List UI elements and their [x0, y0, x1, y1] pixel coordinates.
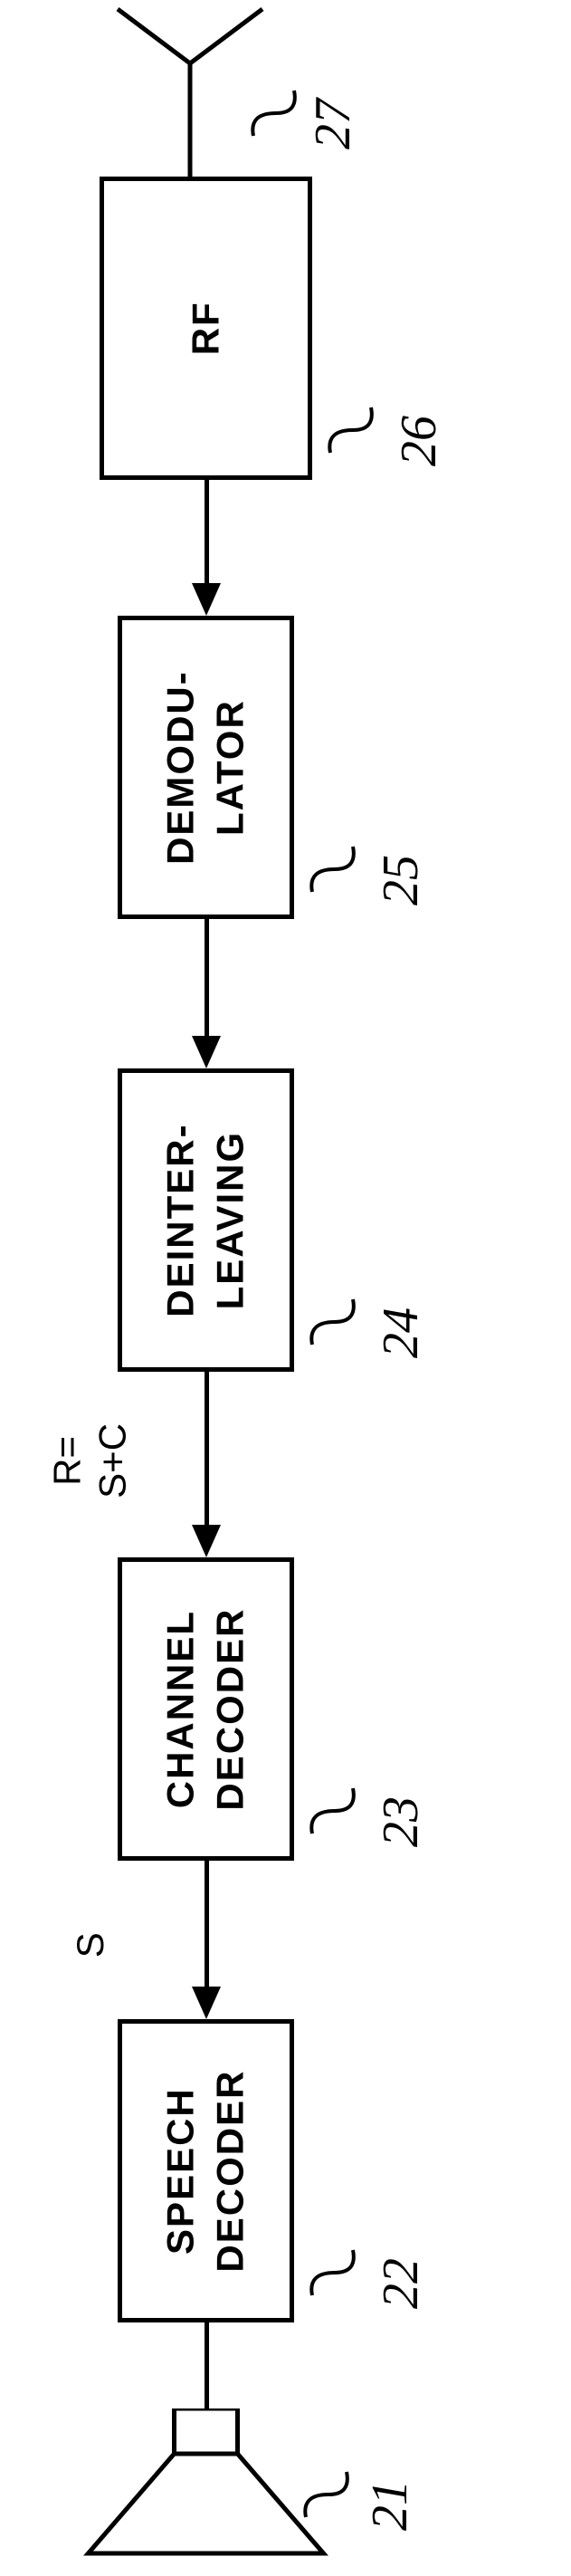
ref-brace [297, 2463, 360, 2526]
block-label-deint: DEINTER-LEAVING [157, 1123, 255, 1317]
ref-brace [321, 398, 385, 462]
arrow-head-rf-to-demod [192, 583, 221, 616]
ref-num-demod: 25 [372, 855, 430, 905]
arrow-label-r-sc: R=S+C [45, 1406, 137, 1515]
block-label-spdec: SPEECHDECODER [157, 2069, 255, 2272]
ref-brace [303, 838, 366, 901]
ref-brace [244, 81, 308, 145]
block-spdec: SPEECHDECODER [118, 2019, 294, 2322]
block-demod: DEMODU-LATOR [118, 616, 294, 919]
block-rf: RF [100, 177, 312, 480]
ref-num-spdec: 22 [372, 2258, 430, 2309]
ref-num-rf: 26 [390, 416, 448, 466]
arrow-head-deint-to-chdec [192, 1525, 221, 1557]
ref-num-antenna: 27 [304, 99, 362, 149]
arrow-head-demod-to-deint [192, 1036, 221, 1068]
ref-num-deint: 24 [372, 1307, 430, 1358]
block-label-chdec: CHANNELDECODER [157, 1607, 255, 1810]
ref-brace [303, 1779, 366, 1843]
arrow-demod-to-deint [205, 919, 209, 1036]
wire-spdec-to-speaker [205, 2322, 209, 2408]
arrow-head-chdec-to-spdec [192, 1987, 221, 2019]
arrow-chdec-to-spdec [205, 1861, 209, 1987]
arrow-rf-to-demod [205, 480, 209, 583]
speaker-icon [0, 2408, 571, 2571]
ref-num-speaker: 21 [361, 2480, 419, 2531]
block-label-demod: DEMODU-LATOR [157, 670, 255, 865]
arrow-label-s: S [68, 1909, 113, 1981]
ref-brace [303, 2241, 366, 2304]
ref-brace [303, 1290, 366, 1354]
ref-num-chdec: 23 [372, 1796, 430, 1847]
block-label-rf: RF [181, 302, 231, 356]
arrow-deint-to-chdec [205, 1372, 209, 1525]
block-deint: DEINTER-LEAVING [118, 1068, 294, 1372]
block-chdec: CHANNELDECODER [118, 1557, 294, 1861]
